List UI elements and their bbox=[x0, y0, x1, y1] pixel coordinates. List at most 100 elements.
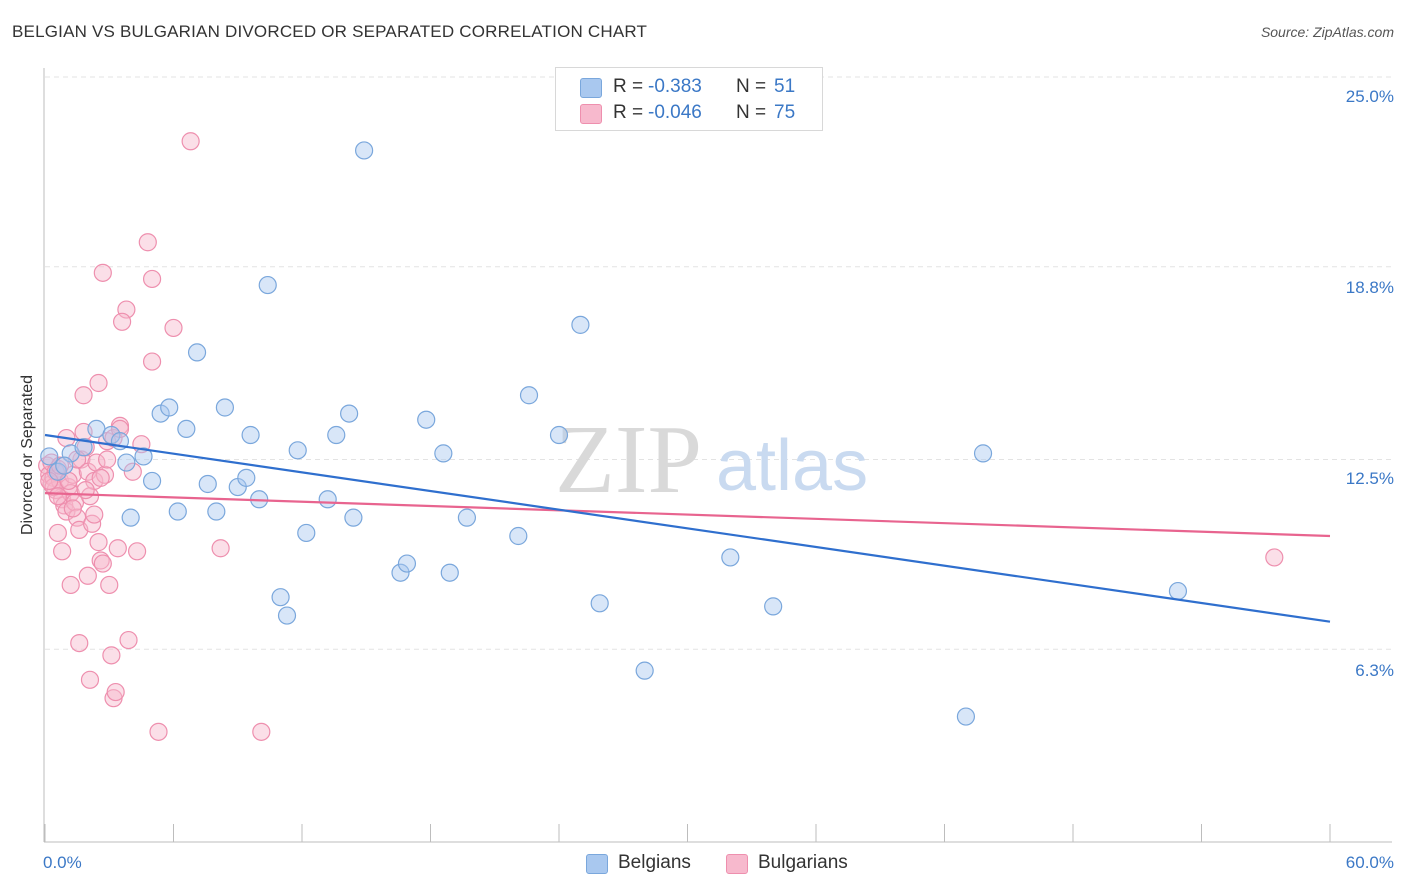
belgians-point bbox=[40, 447, 59, 466]
bulgarians-point bbox=[48, 523, 67, 543]
belgians-point bbox=[764, 597, 783, 616]
belgians-point bbox=[434, 444, 453, 463]
watermark: ZIP atlas bbox=[555, 406, 868, 514]
bulgarians-point bbox=[100, 575, 119, 595]
belgians-point bbox=[344, 508, 363, 527]
belgians-point bbox=[1168, 581, 1188, 601]
bulgarians-point bbox=[142, 269, 162, 289]
bulgarians-point bbox=[142, 352, 162, 371]
axes bbox=[43, 68, 1392, 843]
belgians-point bbox=[55, 456, 74, 475]
bulgarians-point bbox=[80, 670, 100, 689]
belgians-point bbox=[509, 526, 528, 546]
watermark-zip: ZIP bbox=[555, 406, 702, 514]
r-label: R = bbox=[613, 76, 644, 97]
bulgarians-r-value: -0.046 bbox=[648, 102, 702, 123]
belgians-point bbox=[355, 141, 374, 160]
bulgarians-point bbox=[74, 386, 93, 405]
bulgarians-point bbox=[91, 551, 110, 570]
belgians-point bbox=[721, 548, 740, 567]
bulgarians-point bbox=[91, 468, 110, 487]
bulgarians-point bbox=[1265, 548, 1284, 567]
belgians-point bbox=[340, 404, 359, 423]
watermark-atlas: atlas bbox=[716, 426, 868, 506]
trend-lines bbox=[44, 433, 1331, 623]
belgians-point bbox=[168, 502, 187, 521]
stats-legend: R = -0.383 N = 51 R = -0.046 N = 75 bbox=[555, 67, 823, 131]
belgians-point bbox=[277, 606, 297, 625]
belgians-point bbox=[177, 419, 196, 438]
bulgarians-point bbox=[85, 505, 104, 524]
n-label: N = bbox=[736, 102, 767, 123]
belgians-point bbox=[327, 425, 346, 445]
bulgarians-point bbox=[164, 318, 183, 338]
bulgarians-n-value: 75 bbox=[774, 102, 796, 123]
x-tick-label-max: 60.0% bbox=[1345, 853, 1394, 872]
bulgarians-point bbox=[102, 646, 121, 665]
belgians-point bbox=[397, 554, 417, 573]
stats-row-belgians: R = -0.383 N = 51 bbox=[556, 75, 822, 101]
belgians-point bbox=[187, 343, 207, 362]
grid-lines bbox=[45, 76, 1392, 650]
belgians-point bbox=[973, 444, 993, 463]
belgians-point bbox=[241, 425, 260, 445]
bulgarians-point bbox=[138, 233, 157, 252]
chart-title: BELGIAN VS BULGARIAN DIVORCED OR SEPARAT… bbox=[12, 22, 648, 41]
belgians-points bbox=[40, 141, 1188, 726]
belgians-point bbox=[215, 398, 234, 417]
belgians-legend-label: Belgians bbox=[618, 852, 691, 873]
belgians-point bbox=[198, 474, 217, 494]
source-label: Source: ZipAtlas.com bbox=[1260, 24, 1394, 40]
bulgarians-point bbox=[89, 373, 108, 393]
y-tick-label: 6.3% bbox=[1355, 661, 1394, 680]
bulgarians-point bbox=[61, 575, 80, 595]
belgians-point bbox=[571, 315, 590, 334]
belgians-point bbox=[417, 410, 436, 429]
bulgarians-point bbox=[78, 566, 97, 585]
y-axis-label: Divorced or Separated bbox=[19, 374, 36, 536]
bulgarians-point bbox=[149, 722, 168, 741]
stats-row-bulgarians: R = -0.046 N = 75 bbox=[556, 101, 822, 127]
bulgarians-point bbox=[252, 722, 271, 741]
y-tick-label: 18.8% bbox=[1345, 278, 1394, 297]
belgians-point bbox=[318, 490, 337, 509]
belgians-point bbox=[134, 447, 153, 466]
belgians-point bbox=[549, 425, 569, 445]
belgians-point bbox=[519, 386, 539, 405]
belgians-point bbox=[207, 502, 226, 521]
bulgarians-swatch bbox=[580, 104, 602, 124]
belgians-point bbox=[121, 508, 140, 527]
belgians-point bbox=[297, 523, 316, 543]
belgians-point bbox=[237, 468, 256, 487]
bulgarians-point bbox=[48, 487, 67, 506]
bulgarians-point bbox=[53, 542, 72, 561]
belgians-r-value: -0.383 bbox=[648, 76, 702, 97]
y-tick-label: 25.0% bbox=[1345, 87, 1394, 106]
bulgarians-point bbox=[108, 539, 127, 558]
bulgarians-point bbox=[211, 539, 230, 558]
belgians-point bbox=[117, 453, 136, 472]
belgians-point bbox=[271, 588, 290, 607]
bulgarians-point bbox=[112, 312, 132, 331]
belgians-n-value: 51 bbox=[774, 76, 796, 97]
bulgarians-point bbox=[63, 499, 82, 518]
belgians-point bbox=[590, 594, 609, 613]
x-tick-label-min: 0.0% bbox=[43, 853, 82, 872]
belgians-point bbox=[635, 661, 654, 680]
bulgarians-point bbox=[98, 450, 117, 469]
bulgarians-point bbox=[76, 481, 95, 500]
belgians-swatch bbox=[580, 78, 602, 98]
bulgarians-trend-line bbox=[44, 492, 1331, 538]
belgians-point bbox=[956, 707, 976, 726]
belgians-point bbox=[74, 438, 93, 457]
bulgarians-point bbox=[127, 542, 147, 561]
n-label: N = bbox=[736, 76, 767, 97]
bulgarians-legend-swatch bbox=[726, 854, 748, 874]
belgians-point bbox=[391, 563, 410, 582]
belgians-point bbox=[288, 441, 307, 460]
belgians-point bbox=[160, 398, 179, 417]
belgians-point bbox=[457, 508, 477, 527]
belgians-trend-line bbox=[44, 433, 1331, 623]
bulgarians-point bbox=[123, 462, 142, 481]
